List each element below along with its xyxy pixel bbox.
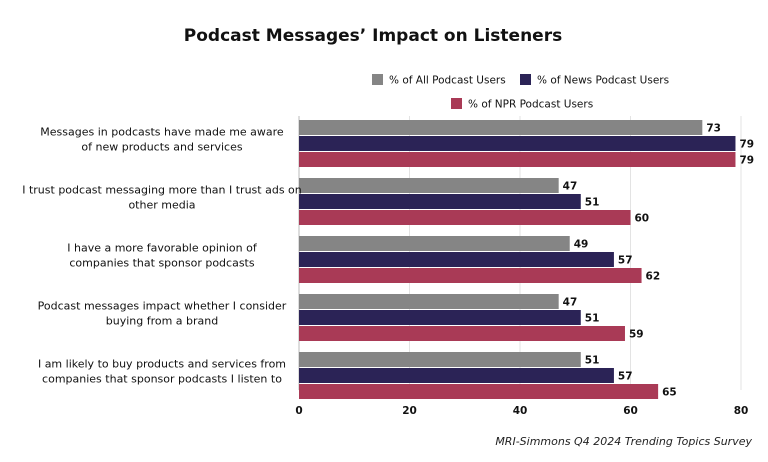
bar [299, 136, 736, 151]
category-labels: Messages in podcasts have made me aware o… [22, 126, 302, 386]
category-label: I have a more favorable opinion of compan… [67, 242, 258, 270]
data-label: 51 [585, 355, 600, 367]
source-note: MRI-Simmons Q4 2024 Trending Topics Surv… [495, 435, 752, 448]
bar [299, 236, 570, 251]
data-label: 57 [618, 255, 633, 267]
x-tick-label: 80 [734, 405, 749, 417]
legend-swatch [520, 74, 531, 85]
category-label: Podcast messages impact whether I consid… [38, 300, 287, 328]
legend-label: % of News Podcast Users [537, 75, 669, 87]
x-tick-label: 60 [623, 405, 638, 417]
category-label: I am likely to buy products and services… [38, 358, 286, 386]
legend-label: % of NPR Podcast Users [468, 99, 593, 111]
data-label: 60 [635, 213, 650, 225]
bar [299, 326, 625, 341]
bar [299, 268, 642, 283]
bar [299, 178, 559, 193]
legend-swatch [372, 74, 383, 85]
bar [299, 294, 559, 309]
bar [299, 210, 631, 225]
data-label: 47 [563, 297, 578, 309]
data-label: 73 [706, 123, 721, 135]
chart-title: Podcast Messages’ Impact on Listeners [184, 26, 562, 46]
legend-label: % of All Podcast Users [389, 75, 506, 87]
bar [299, 384, 659, 399]
legend: % of All Podcast Users % of News Podcast … [372, 74, 669, 111]
x-tick-label: 40 [513, 405, 528, 417]
bar [299, 120, 703, 135]
x-axis-ticks: 0 20 40 60 80 [295, 405, 748, 417]
bar [299, 352, 581, 367]
x-tick-label: 20 [402, 405, 417, 417]
data-label: 59 [629, 329, 644, 341]
legend-swatch [451, 98, 462, 109]
data-label: 49 [574, 239, 589, 251]
data-label: 57 [618, 371, 633, 383]
legend-item: % of NPR Podcast Users [451, 98, 593, 111]
bar [299, 194, 581, 209]
bar [299, 368, 614, 383]
x-tick-label: 0 [295, 405, 302, 417]
category-label: I trust podcast messaging more than I tr… [22, 184, 302, 212]
data-label: 79 [739, 139, 754, 151]
legend-item: % of News Podcast Users [520, 74, 669, 87]
bars: 73 79 79 47 51 60 49 57 62 47 51 59 51 57 65 [299, 120, 754, 399]
data-label: 62 [646, 271, 661, 283]
data-label: 51 [585, 197, 600, 209]
bar [299, 252, 614, 267]
bar [299, 310, 581, 325]
bar [299, 152, 736, 167]
category-label: Messages in podcasts have made me aware o… [40, 126, 284, 154]
legend-item: % of All Podcast Users [372, 74, 506, 87]
data-label: 79 [739, 155, 754, 167]
data-label: 51 [585, 313, 600, 325]
data-label: 65 [662, 387, 677, 399]
data-label: 47 [563, 181, 578, 193]
